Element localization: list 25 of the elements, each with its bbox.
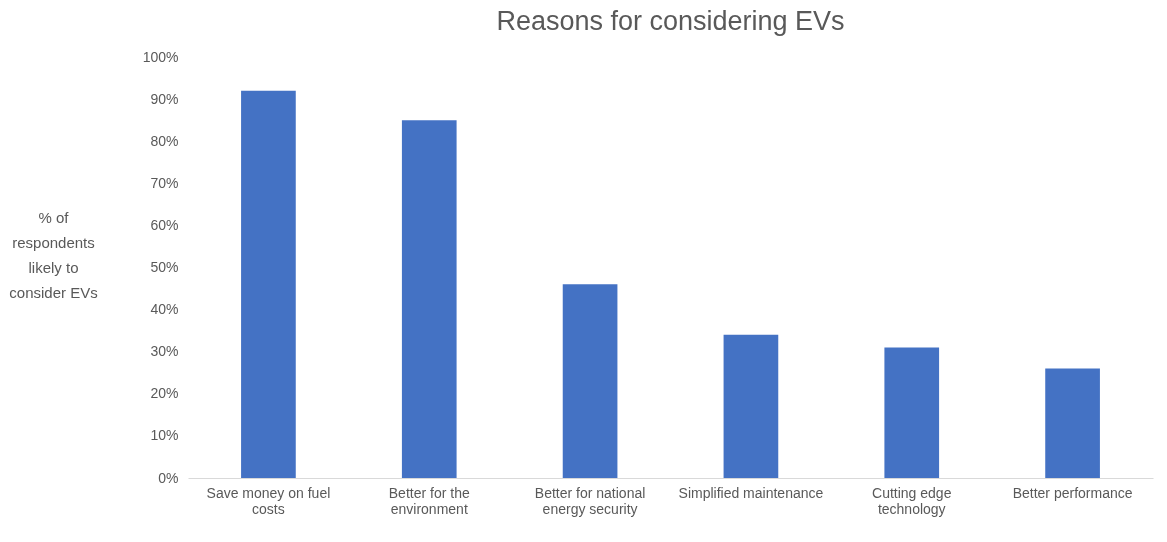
bar bbox=[884, 347, 940, 478]
y-tick-label: 30% bbox=[150, 343, 179, 360]
bar bbox=[723, 334, 779, 478]
x-tick-label: Better performance bbox=[1012, 484, 1133, 501]
y-axis-title: % of respondents likely to consider EVs bbox=[9, 208, 98, 301]
x-tick-label: Better for the environment bbox=[388, 484, 470, 517]
x-tick-label: Simplified maintenance bbox=[678, 484, 824, 501]
chart-title: Reasons for considering EVs bbox=[496, 6, 845, 36]
y-tick-label: 80% bbox=[150, 132, 179, 149]
y-tick-label: 50% bbox=[150, 259, 179, 275]
x-tick-label: Better for national energy security bbox=[534, 484, 646, 517]
bar bbox=[241, 90, 296, 478]
y-tick-label: 100% bbox=[142, 48, 179, 65]
x-tick-label: Cutting edge technology bbox=[872, 484, 952, 517]
bar bbox=[1045, 368, 1100, 478]
y-tick-label: 0% bbox=[158, 469, 179, 486]
bar bbox=[562, 284, 618, 478]
y-tick-label: 60% bbox=[150, 216, 179, 233]
y-tick-label: 40% bbox=[150, 301, 179, 318]
y-tick-label: 70% bbox=[150, 174, 179, 191]
y-tick-label: 10% bbox=[150, 427, 179, 444]
y-tick-label: 20% bbox=[150, 385, 179, 402]
x-tick-label: Save money on fuel costs bbox=[206, 484, 331, 517]
bar bbox=[401, 120, 457, 478]
y-tick-label: 90% bbox=[150, 90, 179, 107]
